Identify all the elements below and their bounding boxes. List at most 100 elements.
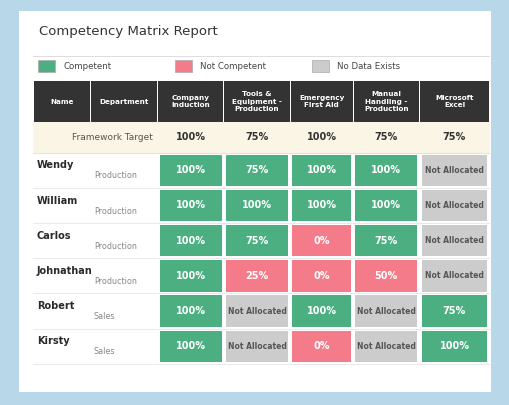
FancyBboxPatch shape [33, 188, 489, 223]
FancyBboxPatch shape [355, 330, 416, 362]
FancyBboxPatch shape [33, 258, 489, 294]
Text: Johnathan: Johnathan [37, 266, 92, 276]
FancyBboxPatch shape [174, 60, 191, 72]
Text: 75%: 75% [245, 165, 268, 175]
FancyBboxPatch shape [160, 295, 221, 327]
Text: Competency Matrix Report: Competency Matrix Report [39, 25, 217, 38]
Text: Not Competent: Not Competent [200, 62, 266, 71]
FancyBboxPatch shape [226, 330, 287, 362]
Text: Robert: Robert [37, 301, 74, 311]
Text: 100%: 100% [176, 236, 206, 246]
Text: Not Allocated: Not Allocated [227, 342, 286, 351]
Text: 100%: 100% [371, 200, 401, 211]
Text: Company
Induction: Company Induction [171, 95, 210, 108]
Text: Department: Department [99, 99, 149, 104]
FancyBboxPatch shape [226, 295, 287, 327]
Text: 100%: 100% [439, 341, 468, 351]
Text: 100%: 100% [176, 165, 206, 175]
Text: Sales: Sales [94, 312, 115, 321]
FancyBboxPatch shape [226, 154, 287, 186]
Text: 0%: 0% [313, 271, 329, 281]
Text: Not Allocated: Not Allocated [424, 166, 483, 175]
Text: 100%: 100% [176, 200, 206, 211]
Text: 50%: 50% [374, 271, 397, 281]
FancyBboxPatch shape [421, 330, 487, 362]
FancyBboxPatch shape [311, 60, 328, 72]
FancyBboxPatch shape [160, 154, 221, 186]
Text: 25%: 25% [245, 271, 268, 281]
FancyBboxPatch shape [355, 225, 416, 256]
FancyBboxPatch shape [33, 294, 489, 329]
FancyBboxPatch shape [353, 81, 418, 122]
Text: Sales: Sales [94, 347, 115, 356]
FancyBboxPatch shape [421, 295, 487, 327]
Text: Emergency
First Aid: Emergency First Aid [298, 95, 344, 108]
Text: Not Allocated: Not Allocated [424, 201, 483, 210]
Text: 75%: 75% [245, 236, 268, 246]
FancyBboxPatch shape [34, 81, 90, 122]
Text: 100%: 100% [371, 165, 401, 175]
Text: Manual
Handling -
Production: Manual Handling - Production [363, 92, 408, 112]
Text: Production: Production [94, 277, 136, 286]
FancyBboxPatch shape [226, 225, 287, 256]
Text: 100%: 100% [176, 271, 206, 281]
FancyBboxPatch shape [355, 154, 416, 186]
FancyBboxPatch shape [421, 225, 487, 256]
Text: 0%: 0% [313, 236, 329, 246]
FancyBboxPatch shape [10, 4, 499, 400]
FancyBboxPatch shape [33, 223, 489, 258]
Text: Production: Production [94, 171, 136, 180]
FancyBboxPatch shape [33, 122, 489, 153]
Text: Competent: Competent [63, 62, 111, 71]
FancyBboxPatch shape [355, 260, 416, 292]
FancyBboxPatch shape [160, 260, 221, 292]
Text: 100%: 100% [306, 306, 336, 316]
FancyBboxPatch shape [226, 260, 287, 292]
Text: Not Allocated: Not Allocated [424, 271, 483, 280]
Text: Production: Production [94, 207, 136, 215]
FancyBboxPatch shape [160, 190, 221, 221]
Text: Kirsty: Kirsty [37, 337, 69, 346]
FancyBboxPatch shape [91, 81, 157, 122]
Text: Wendy: Wendy [37, 160, 74, 171]
Text: Not Allocated: Not Allocated [227, 307, 286, 315]
Text: 100%: 100% [306, 200, 336, 211]
Text: Microsoft
Excel: Microsoft Excel [434, 95, 473, 108]
Text: No Data Exists: No Data Exists [336, 62, 400, 71]
FancyBboxPatch shape [33, 153, 489, 188]
FancyBboxPatch shape [33, 329, 489, 364]
Text: 75%: 75% [374, 132, 397, 142]
FancyBboxPatch shape [292, 225, 350, 256]
FancyBboxPatch shape [292, 190, 350, 221]
FancyBboxPatch shape [226, 190, 287, 221]
FancyBboxPatch shape [158, 81, 223, 122]
Text: Production: Production [94, 242, 136, 251]
FancyBboxPatch shape [160, 330, 221, 362]
FancyBboxPatch shape [355, 295, 416, 327]
FancyBboxPatch shape [421, 190, 487, 221]
Text: Not Allocated: Not Allocated [424, 236, 483, 245]
FancyBboxPatch shape [355, 190, 416, 221]
FancyBboxPatch shape [290, 81, 352, 122]
Text: Not Allocated: Not Allocated [356, 307, 415, 315]
Text: 100%: 100% [176, 306, 206, 316]
Text: 75%: 75% [442, 132, 465, 142]
FancyBboxPatch shape [292, 330, 350, 362]
Text: Name: Name [50, 99, 73, 104]
FancyBboxPatch shape [160, 225, 221, 256]
Text: William: William [37, 196, 78, 205]
FancyBboxPatch shape [38, 60, 55, 72]
FancyBboxPatch shape [292, 154, 350, 186]
Text: 75%: 75% [442, 306, 465, 316]
Text: 100%: 100% [176, 132, 206, 142]
FancyBboxPatch shape [292, 295, 350, 327]
Text: Not Allocated: Not Allocated [356, 342, 415, 351]
Text: 100%: 100% [242, 200, 271, 211]
Text: Carlos: Carlos [37, 231, 71, 241]
Text: 75%: 75% [374, 236, 397, 246]
Text: 75%: 75% [245, 132, 268, 142]
FancyBboxPatch shape [419, 81, 488, 122]
Text: Framework Target: Framework Target [72, 133, 153, 142]
FancyBboxPatch shape [292, 260, 350, 292]
Text: 100%: 100% [306, 165, 336, 175]
